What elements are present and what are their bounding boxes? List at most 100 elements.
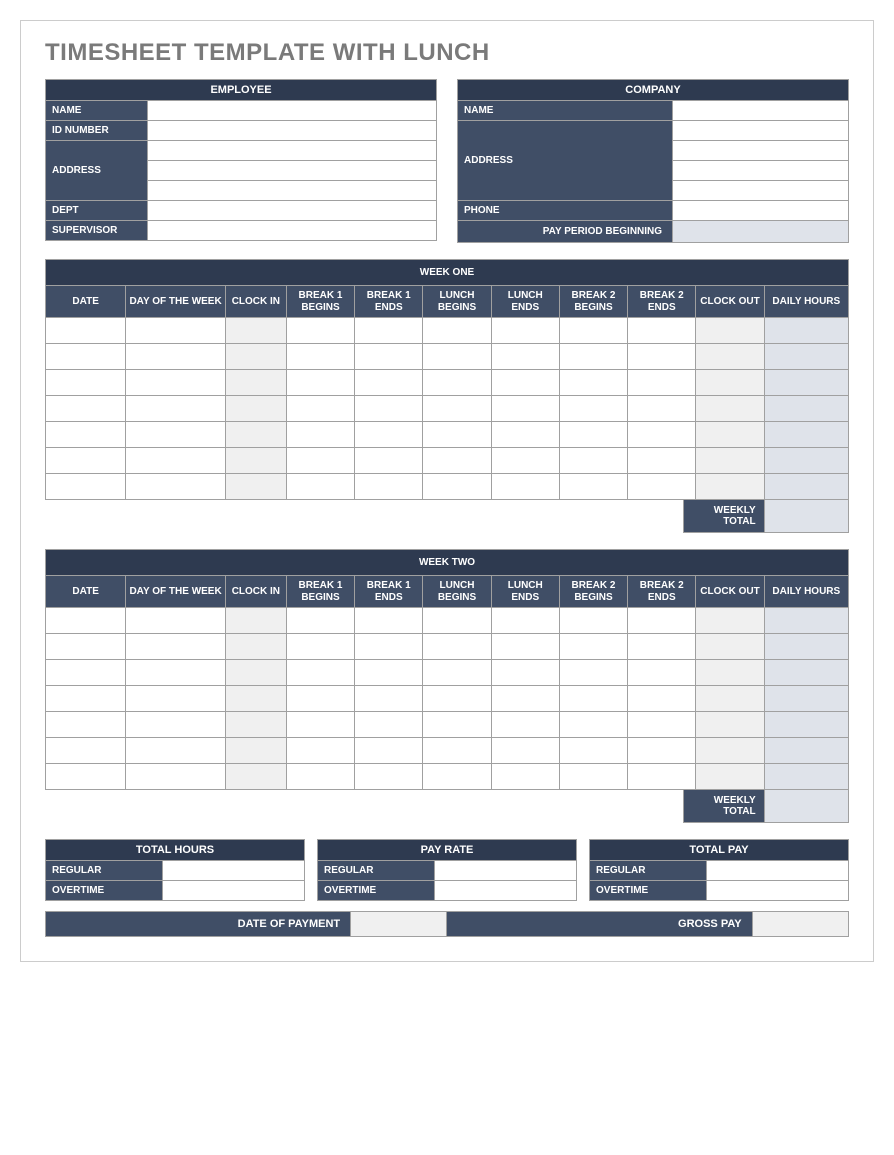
week-two-cell-lb[interactable] [423, 712, 491, 738]
week-two-cell-b2b[interactable] [559, 660, 627, 686]
week-two-cell-ci[interactable] [225, 608, 286, 634]
week-one-cell-b1b[interactable] [286, 318, 354, 344]
week-one-cell-b1b[interactable] [286, 448, 354, 474]
week-one-cell-date[interactable] [46, 474, 126, 500]
week-one-cell-b2e[interactable] [628, 318, 696, 344]
week-two-cell-b2e[interactable] [628, 738, 696, 764]
week-two-cell-b2b[interactable] [559, 764, 627, 790]
week-two-cell-le[interactable] [491, 712, 559, 738]
week-one-cell-b2b[interactable] [559, 422, 627, 448]
week-one-cell-lb[interactable] [423, 344, 491, 370]
week-two-cell-ci[interactable] [225, 660, 286, 686]
week-two-cell-b1e[interactable] [355, 634, 423, 660]
week-one-cell-b1b[interactable] [286, 370, 354, 396]
week-two-cell-b2b[interactable] [559, 608, 627, 634]
week-one-cell-co[interactable] [696, 396, 764, 422]
week-one-cell-b2e[interactable] [628, 474, 696, 500]
week-one-cell-date[interactable] [46, 318, 126, 344]
week-one-cell-lb[interactable] [423, 422, 491, 448]
company-address-value-3[interactable] [673, 161, 849, 181]
week-one-cell-dh[interactable] [764, 474, 848, 500]
week-two-cell-dow[interactable] [126, 660, 226, 686]
week-two-cell-b2b[interactable] [559, 738, 627, 764]
week-one-cell-dow[interactable] [126, 422, 226, 448]
week-two-cell-b1b[interactable] [286, 712, 354, 738]
week-one-cell-b1e[interactable] [355, 318, 423, 344]
week-two-cell-lb[interactable] [423, 738, 491, 764]
week-two-weekly-total-value[interactable] [764, 790, 848, 823]
week-one-cell-co[interactable] [696, 422, 764, 448]
week-one-cell-ci[interactable] [225, 396, 286, 422]
week-one-cell-date[interactable] [46, 370, 126, 396]
week-one-cell-lb[interactable] [423, 370, 491, 396]
week-one-cell-b1b[interactable] [286, 344, 354, 370]
week-one-cell-ci[interactable] [225, 422, 286, 448]
week-two-cell-date[interactable] [46, 738, 126, 764]
week-two-cell-dh[interactable] [764, 712, 848, 738]
week-one-cell-b2b[interactable] [559, 370, 627, 396]
company-address-value-4[interactable] [673, 181, 849, 201]
total-pay-regular-value[interactable] [706, 861, 848, 881]
week-two-cell-b1b[interactable] [286, 608, 354, 634]
week-one-cell-b2b[interactable] [559, 448, 627, 474]
week-one-cell-ci[interactable] [225, 318, 286, 344]
week-one-cell-b2e[interactable] [628, 448, 696, 474]
week-one-cell-date[interactable] [46, 422, 126, 448]
week-two-cell-b2e[interactable] [628, 608, 696, 634]
week-one-cell-ci[interactable] [225, 370, 286, 396]
week-one-cell-dow[interactable] [126, 448, 226, 474]
week-two-cell-ci[interactable] [225, 686, 286, 712]
week-two-cell-le[interactable] [491, 764, 559, 790]
week-one-cell-b1e[interactable] [355, 422, 423, 448]
week-two-cell-date[interactable] [46, 686, 126, 712]
week-two-cell-date[interactable] [46, 634, 126, 660]
week-two-cell-b1b[interactable] [286, 660, 354, 686]
week-two-cell-b1e[interactable] [355, 660, 423, 686]
week-one-cell-b1e[interactable] [355, 396, 423, 422]
week-one-cell-dow[interactable] [126, 318, 226, 344]
week-two-cell-co[interactable] [696, 608, 764, 634]
week-one-cell-lb[interactable] [423, 474, 491, 500]
week-two-cell-co[interactable] [696, 738, 764, 764]
week-two-cell-date[interactable] [46, 764, 126, 790]
week-two-cell-b1e[interactable] [355, 738, 423, 764]
week-two-cell-b1b[interactable] [286, 738, 354, 764]
week-one-cell-lb[interactable] [423, 318, 491, 344]
week-two-cell-b2e[interactable] [628, 660, 696, 686]
week-two-cell-le[interactable] [491, 686, 559, 712]
week-two-cell-dh[interactable] [764, 738, 848, 764]
week-one-cell-dow[interactable] [126, 474, 226, 500]
week-two-cell-le[interactable] [491, 660, 559, 686]
week-one-cell-b1e[interactable] [355, 474, 423, 500]
employee-address-value-1[interactable] [147, 141, 436, 161]
week-two-cell-dh[interactable] [764, 608, 848, 634]
week-one-cell-ci[interactable] [225, 474, 286, 500]
week-two-cell-b2b[interactable] [559, 712, 627, 738]
week-two-cell-le[interactable] [491, 738, 559, 764]
total-hours-regular-value[interactable] [162, 861, 304, 881]
employee-address-value-3[interactable] [147, 181, 436, 201]
week-two-cell-date[interactable] [46, 712, 126, 738]
week-two-cell-b2e[interactable] [628, 712, 696, 738]
pay-period-value[interactable] [673, 221, 849, 243]
week-one-cell-b2b[interactable] [559, 396, 627, 422]
week-one-cell-dh[interactable] [764, 370, 848, 396]
employee-id-value[interactable] [147, 121, 436, 141]
week-one-cell-co[interactable] [696, 318, 764, 344]
week-one-cell-le[interactable] [491, 370, 559, 396]
week-two-cell-ci[interactable] [225, 738, 286, 764]
week-one-cell-dh[interactable] [764, 396, 848, 422]
week-one-cell-co[interactable] [696, 370, 764, 396]
week-two-cell-b1b[interactable] [286, 764, 354, 790]
week-two-cell-co[interactable] [696, 660, 764, 686]
employee-name-value[interactable] [147, 101, 436, 121]
employee-dept-value[interactable] [147, 201, 436, 221]
week-one-cell-co[interactable] [696, 448, 764, 474]
week-two-cell-lb[interactable] [423, 686, 491, 712]
pay-rate-regular-value[interactable] [434, 861, 576, 881]
week-two-cell-lb[interactable] [423, 608, 491, 634]
week-two-cell-dow[interactable] [126, 764, 226, 790]
week-one-cell-b2b[interactable] [559, 318, 627, 344]
week-two-cell-dh[interactable] [764, 764, 848, 790]
week-two-cell-dh[interactable] [764, 686, 848, 712]
